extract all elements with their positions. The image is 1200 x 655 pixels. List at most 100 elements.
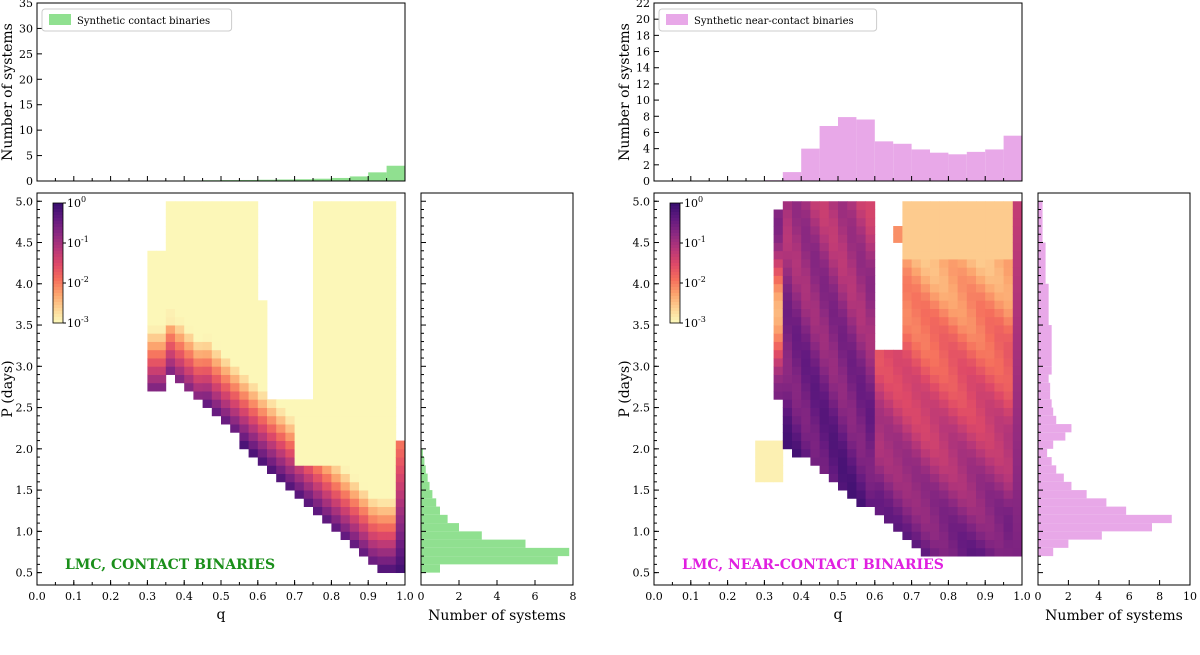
heatmap-cell (939, 547, 949, 557)
heatmap-cell (377, 514, 387, 524)
heatmap-cell (1012, 283, 1023, 293)
heatmap-cell (828, 349, 839, 359)
heatmap-cell (395, 523, 406, 532)
heatmap-cell (985, 226, 995, 235)
heatmap-cell (920, 234, 931, 243)
heatmap-cell (810, 349, 820, 359)
heatmap-cell (313, 498, 323, 507)
heatmap-cell (175, 341, 185, 351)
heatmap-cell (386, 424, 397, 433)
heatmap-cell (340, 415, 351, 425)
heatmap-cell (856, 267, 866, 276)
heatmap-cell (1012, 514, 1023, 524)
heatmap-cell (847, 283, 857, 293)
heatmap-cell (221, 242, 231, 252)
heatmap-cell (386, 358, 397, 367)
heatmap-cell (902, 374, 912, 384)
heatmap-cell (267, 407, 277, 417)
hist-bar (801, 148, 820, 181)
heatmap-cell (847, 292, 857, 301)
y-tick-label: 1.5 (633, 484, 651, 497)
heatmap-cell (349, 407, 360, 417)
heatmap-cell (865, 374, 876, 384)
colorbar-segment (53, 320, 63, 324)
heatmap-cell (184, 250, 194, 260)
heatmap-cell (976, 374, 986, 384)
x-tick-label: 1.0 (396, 590, 414, 603)
colorbar-segment (670, 290, 680, 294)
heatmap-cell (257, 424, 268, 433)
heatmap-cell (865, 341, 876, 351)
heatmap-cell (911, 226, 922, 235)
heatmap-cell (395, 564, 406, 574)
heatmap-cell (1003, 366, 1014, 375)
heatmap-cell (985, 242, 995, 252)
heatmap-cell (985, 440, 995, 450)
side-hist-bar (1038, 465, 1057, 474)
heatmap-cell (966, 490, 977, 499)
heatmap-cell (976, 424, 986, 433)
heatmap-cell (948, 333, 958, 342)
heatmap-cell (994, 506, 1004, 516)
heatmap-cell (874, 399, 885, 408)
heatmap-cell (165, 217, 176, 227)
side-hist-bar (1038, 432, 1066, 441)
heatmap-cell (175, 259, 185, 268)
x-tick-label: 0.5 (212, 590, 230, 603)
x-tick-label: 0.2 (102, 590, 120, 603)
heatmap-cell (874, 391, 885, 400)
heatmap-cell (847, 226, 857, 235)
heatmap-cell (1003, 424, 1014, 433)
heatmap-cell (230, 292, 240, 301)
heatmap-cell (239, 358, 249, 367)
heatmap-cell (902, 201, 912, 210)
heatmap-cell (930, 391, 940, 400)
heatmap-cell (773, 349, 784, 359)
heatmap-cell (884, 424, 894, 433)
heatmap-cell (865, 250, 876, 260)
heatmap-cell (1012, 531, 1023, 541)
heatmap-cell (828, 358, 839, 367)
heatmap-cell (248, 399, 259, 408)
heatmap-cell (193, 242, 203, 252)
heatmap-cell (257, 382, 268, 392)
heatmap-cell (221, 308, 231, 318)
heatmap-cell (211, 341, 222, 351)
heatmap-cell (313, 316, 323, 326)
panel-annotation: LMC, NEAR-CONTACT BINARIES (682, 557, 944, 573)
heatmap-cell (285, 440, 295, 450)
heatmap-cell (957, 391, 968, 400)
heatmap-cell (847, 316, 857, 326)
heatmap-cell (368, 506, 378, 516)
heatmap-cell (331, 432, 341, 441)
heatmap-cell (193, 374, 203, 384)
side-hist-bar (421, 539, 526, 548)
heatmap-cell (377, 316, 387, 326)
heatmap-cell (340, 259, 351, 268)
heatmap-cell (994, 415, 1004, 425)
heatmap-cell (368, 498, 378, 507)
heatmap-cell (819, 424, 830, 433)
heatmap-cell (856, 374, 866, 384)
heatmap-cell (331, 316, 341, 326)
heatmap-cell (1003, 473, 1014, 483)
heatmap-cell (810, 341, 820, 351)
heatmap-cell (948, 366, 958, 375)
heatmap-cell (801, 267, 811, 276)
heatmap-cell (948, 201, 958, 210)
colorbar-segment (670, 218, 680, 222)
heatmap-cell (948, 308, 958, 318)
heatmap-cell (930, 498, 940, 507)
heatmap-cell (902, 226, 912, 235)
colorbar-tick-label: 100 (684, 195, 703, 210)
heatmap-cell (819, 382, 830, 392)
heatmap-cell (994, 440, 1004, 450)
side-hist-bar (1038, 325, 1052, 367)
heatmap-cell (285, 432, 295, 441)
heatmap-cell (902, 242, 912, 252)
heatmap-cell (792, 259, 802, 268)
heatmap-cell (331, 283, 341, 293)
heatmap-cell (773, 440, 784, 450)
heatmap-cell (911, 399, 922, 408)
heatmap-cell (248, 333, 259, 342)
